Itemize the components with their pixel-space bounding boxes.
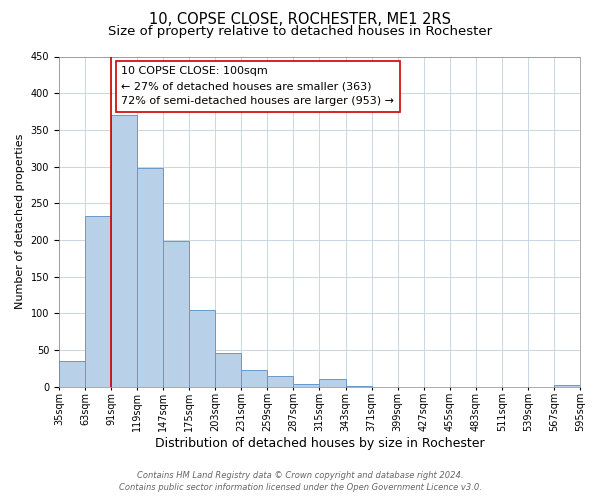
Bar: [319, 379, 346, 386]
Text: Size of property relative to detached houses in Rochester: Size of property relative to detached ho…: [108, 25, 492, 38]
Bar: [163, 240, 189, 386]
Bar: [59, 361, 85, 386]
Y-axis label: Number of detached properties: Number of detached properties: [15, 134, 25, 309]
X-axis label: Distribution of detached houses by size in Rochester: Distribution of detached houses by size …: [155, 437, 484, 450]
Bar: [111, 115, 137, 386]
Bar: [241, 370, 268, 386]
Text: Contains HM Land Registry data © Crown copyright and database right 2024.
Contai: Contains HM Land Registry data © Crown c…: [119, 471, 481, 492]
Bar: [268, 376, 293, 386]
Bar: [85, 216, 111, 386]
Text: 10, COPSE CLOSE, ROCHESTER, ME1 2RS: 10, COPSE CLOSE, ROCHESTER, ME1 2RS: [149, 12, 451, 28]
Bar: [554, 385, 580, 386]
Text: 10 COPSE CLOSE: 100sqm
← 27% of detached houses are smaller (363)
72% of semi-de: 10 COPSE CLOSE: 100sqm ← 27% of detached…: [121, 66, 394, 106]
Bar: [189, 310, 215, 386]
Bar: [215, 353, 241, 386]
Bar: [293, 384, 319, 386]
Bar: [137, 168, 163, 386]
